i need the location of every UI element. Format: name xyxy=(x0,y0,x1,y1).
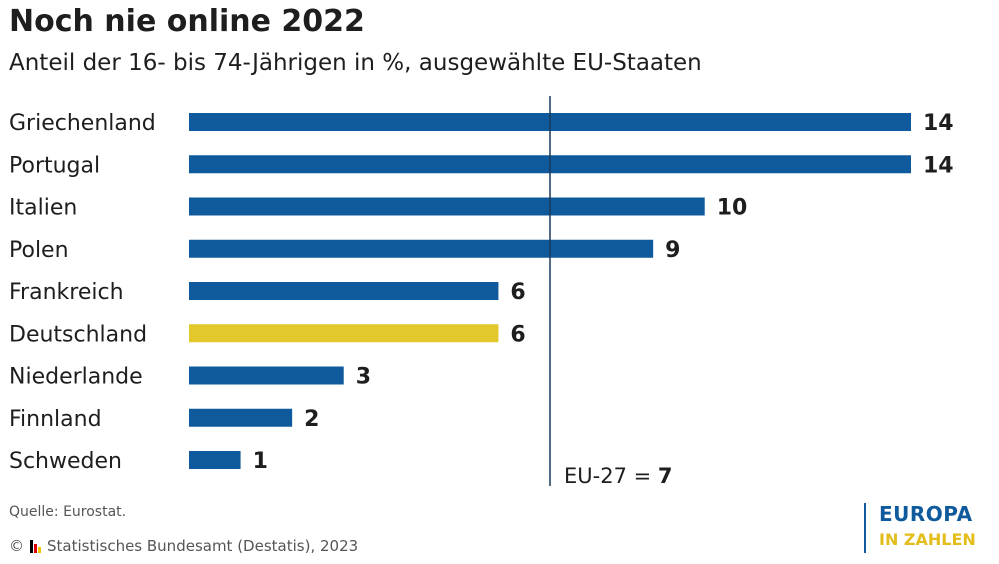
value-label: 9 xyxy=(665,238,680,263)
chart-title: Noch nie online 2022 xyxy=(9,4,365,39)
logo-line-1: EUROPA xyxy=(879,502,973,526)
category-label: Deutschland xyxy=(9,322,147,347)
value-label: 6 xyxy=(510,280,525,305)
category-label: Schweden xyxy=(9,449,122,474)
value-label: 3 xyxy=(356,365,371,390)
bar-chart: Griechenland 14 Portugal 14 Italien 10 Polen 9 F… xyxy=(9,96,954,488)
category-label: Polen xyxy=(9,238,69,263)
bar xyxy=(189,239,654,258)
bar xyxy=(189,366,344,385)
europa-in-zahlen-logo: EUROPA IN ZAHLEN xyxy=(864,503,976,553)
copyright-text: Statistisches Bundesamt (Destatis), 2023 xyxy=(47,537,359,555)
category-label: Niederlande xyxy=(9,365,143,390)
value-label: 2 xyxy=(304,407,319,432)
logo-line-2: IN ZAHLEN xyxy=(879,530,976,549)
category-label: Griechenland xyxy=(9,111,156,136)
copyright-symbol: © xyxy=(9,537,24,555)
bar xyxy=(189,451,241,469)
value-label: 6 xyxy=(510,322,525,347)
value-label: 14 xyxy=(923,111,954,136)
chart-subtitle: Anteil der 16- bis 74-Jährigen in %, aus… xyxy=(9,50,702,76)
destatis-flag-icon xyxy=(30,539,41,553)
bar xyxy=(189,197,705,216)
value-label: 14 xyxy=(923,153,954,178)
category-label: Frankreich xyxy=(9,280,124,305)
reference-label: EU-27 = 7 xyxy=(564,464,673,488)
source-note: Quelle: Eurostat. xyxy=(9,504,127,520)
category-label: Portugal xyxy=(9,153,100,178)
category-label: Finnland xyxy=(9,407,102,432)
value-label: 1 xyxy=(253,449,268,474)
value-label: 10 xyxy=(717,196,748,221)
bar xyxy=(189,282,499,300)
category-label: Italien xyxy=(9,196,77,221)
copyright-line: © Statistisches Bundesamt (Destatis), 20… xyxy=(9,537,358,555)
bar xyxy=(189,408,293,427)
bar xyxy=(189,324,499,343)
